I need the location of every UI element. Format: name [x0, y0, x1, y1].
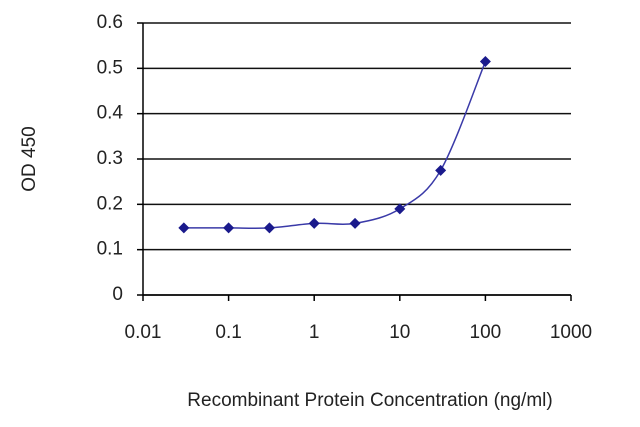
x-tick-label: 0.01 [125, 322, 162, 343]
x-tick-label: 1 [309, 322, 320, 343]
x-tick-label: 0.1 [215, 322, 241, 343]
series-line [183, 61, 487, 229]
data-point [223, 222, 235, 234]
data-point [479, 56, 491, 68]
x-tick-label: 100 [470, 322, 502, 343]
y-tick-label: 0.1 [97, 239, 123, 260]
data-point [349, 217, 361, 229]
y-axis-label: OD 450 [19, 126, 40, 191]
data-point [263, 222, 275, 234]
x-tick-label: 10 [389, 322, 410, 343]
data-point [394, 203, 406, 215]
data-point [178, 222, 190, 234]
y-tick-label: 0 [112, 284, 123, 305]
data-point [435, 164, 447, 176]
y-tick-label: 0.5 [97, 57, 123, 78]
x-axis-label: Recombinant Protein Concentration (ng/ml… [187, 390, 552, 411]
y-tick-label: 0.6 [97, 12, 123, 33]
data-point [308, 217, 320, 229]
y-tick-label: 0.4 [97, 103, 124, 124]
y-tick-label: 0.3 [97, 148, 123, 169]
y-tick-label: 0.2 [97, 193, 123, 214]
x-tick-label: 1000 [550, 322, 592, 343]
